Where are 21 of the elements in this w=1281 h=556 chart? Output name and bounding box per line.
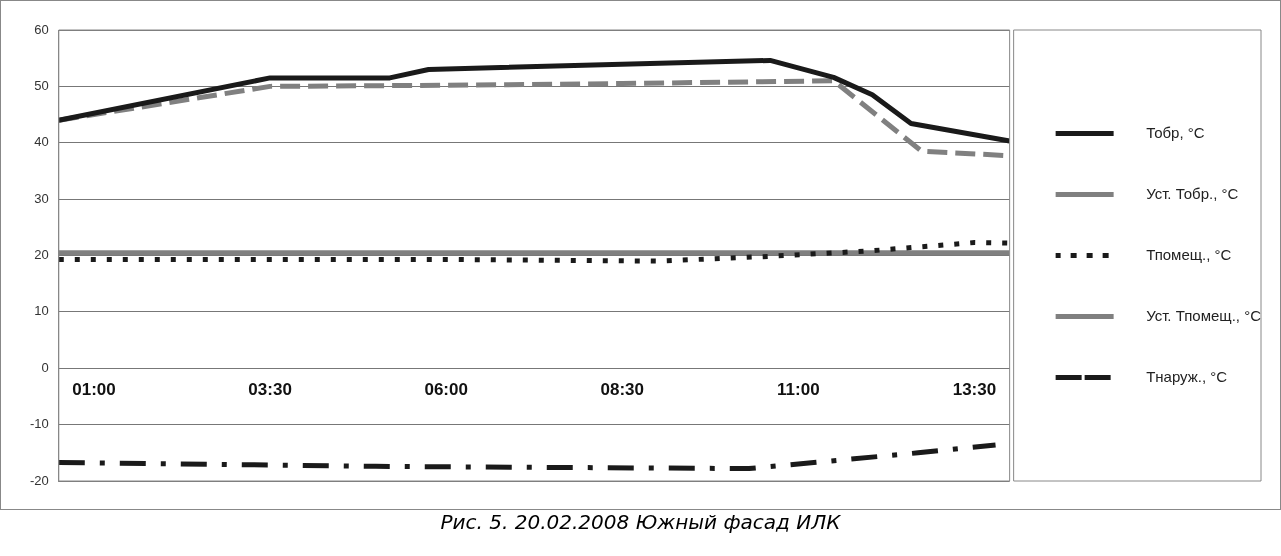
x-tick-label: 11:00: [777, 380, 820, 400]
legend-label: Тобр, °C: [1121, 123, 1205, 141]
y-tick-label: -20: [29, 472, 49, 488]
legend-label: Уст. Тобр., °C: [1121, 184, 1239, 202]
x-tick-label: 13:30: [952, 380, 997, 400]
y-tick-label: -10: [29, 416, 49, 432]
x-tick-label: 08:30: [600, 380, 644, 400]
x-tick-label: 06:00: [424, 380, 468, 400]
legend-label: Тпомещ., °C: [1121, 245, 1232, 263]
y-tick-label: 10: [34, 303, 49, 319]
text: Рис. 5. 20.02.2008 Южный фасад ИЛК: [439, 510, 842, 534]
y-tick-label: 60: [34, 21, 49, 37]
y-tick-label: 50: [34, 77, 49, 93]
legend-label: Уст. Тпомещ., °C: [1121, 306, 1262, 324]
y-tick-label: 0: [41, 359, 49, 375]
legend-label: Тнаруж., °C: [1121, 367, 1228, 385]
y-tick-label: 40: [34, 134, 49, 150]
y-tick-label: 30: [34, 190, 49, 206]
x-tick-label: 01:00: [72, 380, 116, 400]
y-tick-label: 20: [34, 247, 49, 263]
x-tick-label: 03:30: [248, 380, 292, 400]
